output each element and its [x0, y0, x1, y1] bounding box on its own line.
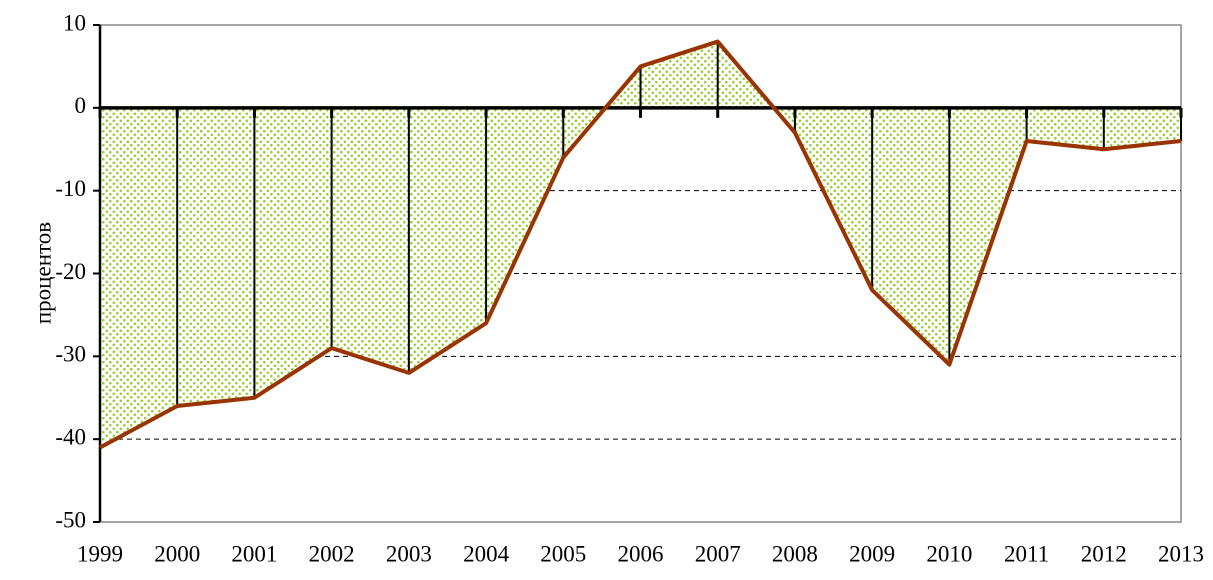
y-tick-label: -30 — [55, 342, 86, 367]
x-tick-label: 1999 — [77, 541, 123, 566]
x-tick-label: 2004 — [463, 541, 510, 566]
x-tick-label: 2010 — [926, 541, 972, 566]
x-tick-label: 2007 — [695, 541, 741, 566]
x-tick-label: 2000 — [154, 541, 200, 566]
x-tick-label: 2009 — [849, 541, 895, 566]
x-tick-label: 2003 — [386, 541, 432, 566]
y-tick-label: -40 — [55, 424, 86, 449]
x-tick-label: 2008 — [772, 541, 818, 566]
x-tick-label: 2011 — [1004, 541, 1049, 566]
x-tick-label: 2006 — [618, 541, 664, 566]
y-tick-label: 10 — [63, 10, 86, 35]
y-tick-label: -50 — [55, 507, 86, 532]
y-axis-label: процентов — [30, 222, 55, 324]
area — [100, 41, 1181, 448]
x-tick-label: 2013 — [1158, 541, 1204, 566]
x-tick-label: 2001 — [231, 541, 277, 566]
y-tick-label: -10 — [55, 176, 86, 201]
x-tick-label: 2002 — [309, 541, 355, 566]
y-tick-label: 0 — [75, 93, 87, 118]
x-tick-label: 2012 — [1081, 541, 1127, 566]
y-tick-label: -20 — [55, 259, 86, 284]
x-tick-label: 2005 — [540, 541, 586, 566]
line — [99, 39, 1182, 450]
